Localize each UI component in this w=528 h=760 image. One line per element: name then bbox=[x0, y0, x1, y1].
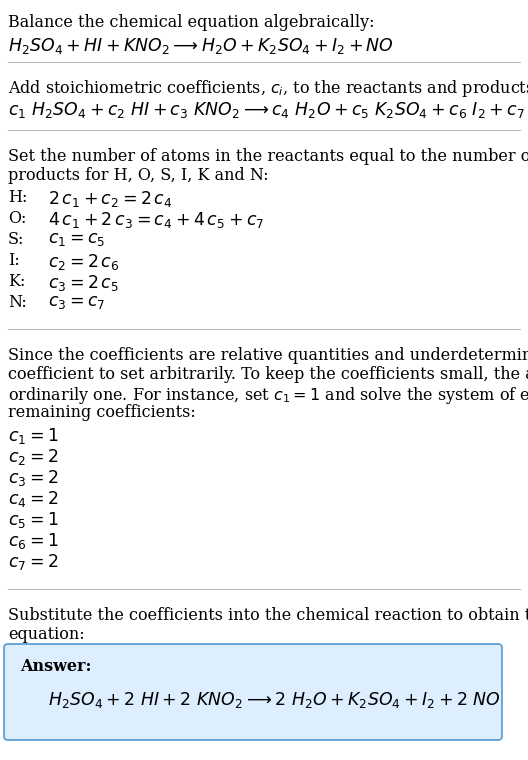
Text: S:: S: bbox=[8, 231, 24, 248]
Text: $c_1 = c_5$: $c_1 = c_5$ bbox=[48, 231, 105, 248]
Text: $c_1 = 1$: $c_1 = 1$ bbox=[8, 426, 59, 446]
Text: equation:: equation: bbox=[8, 626, 84, 643]
Text: $c_5 = 1$: $c_5 = 1$ bbox=[8, 510, 59, 530]
Text: $c_3 = 2$: $c_3 = 2$ bbox=[8, 468, 59, 488]
Text: Balance the chemical equation algebraically:: Balance the chemical equation algebraica… bbox=[8, 14, 374, 31]
Text: $c_3 = 2\,c_5$: $c_3 = 2\,c_5$ bbox=[48, 273, 119, 293]
Text: H:: H: bbox=[8, 189, 27, 206]
Text: products for H, O, S, I, K and N:: products for H, O, S, I, K and N: bbox=[8, 167, 269, 184]
Text: ordinarily one. For instance, set $c_1 = 1$ and solve the system of equations fo: ordinarily one. For instance, set $c_1 =… bbox=[8, 385, 528, 406]
Text: O:: O: bbox=[8, 210, 26, 227]
Text: Set the number of atoms in the reactants equal to the number of atoms in the: Set the number of atoms in the reactants… bbox=[8, 148, 528, 165]
Text: $c_4 = 2$: $c_4 = 2$ bbox=[8, 489, 59, 509]
Text: $c_6 = 1$: $c_6 = 1$ bbox=[8, 531, 59, 551]
Text: $H_2SO_4 + HI + KNO_2 \longrightarrow H_2O + K_2SO_4 + I_2 + NO$: $H_2SO_4 + HI + KNO_2 \longrightarrow H_… bbox=[8, 36, 394, 56]
Text: $c_1\ H_2SO_4 + c_2\ HI + c_3\ KNO_2 \longrightarrow c_4\ H_2O + c_5\ K_2SO_4 + : $c_1\ H_2SO_4 + c_2\ HI + c_3\ KNO_2 \lo… bbox=[8, 100, 528, 120]
Text: $c_2 = 2\,c_6$: $c_2 = 2\,c_6$ bbox=[48, 252, 119, 272]
Text: $4\,c_1 + 2\,c_3 = c_4 + 4\,c_5 + c_7$: $4\,c_1 + 2\,c_3 = c_4 + 4\,c_5 + c_7$ bbox=[48, 210, 265, 230]
Text: Since the coefficients are relative quantities and underdetermined, choose a: Since the coefficients are relative quan… bbox=[8, 347, 528, 364]
Text: $c_7 = 2$: $c_7 = 2$ bbox=[8, 552, 59, 572]
Text: N:: N: bbox=[8, 294, 27, 311]
Text: Answer:: Answer: bbox=[20, 658, 91, 675]
Text: K:: K: bbox=[8, 273, 25, 290]
Text: $c_2 = 2$: $c_2 = 2$ bbox=[8, 447, 59, 467]
Text: Substitute the coefficients into the chemical reaction to obtain the balanced: Substitute the coefficients into the che… bbox=[8, 607, 528, 624]
Text: $c_3 = c_7$: $c_3 = c_7$ bbox=[48, 294, 105, 311]
Text: $H_2SO_4 + 2\ HI + 2\ KNO_2 \longrightarrow 2\ H_2O + K_2SO_4 + I_2 + 2\ NO$: $H_2SO_4 + 2\ HI + 2\ KNO_2 \longrightar… bbox=[48, 690, 501, 710]
Text: I:: I: bbox=[8, 252, 20, 269]
Text: Add stoichiometric coefficients, $c_i$, to the reactants and products:: Add stoichiometric coefficients, $c_i$, … bbox=[8, 78, 528, 99]
Text: coefficient to set arbitrarily. To keep the coefficients small, the arbitrary va: coefficient to set arbitrarily. To keep … bbox=[8, 366, 528, 383]
Text: remaining coefficients:: remaining coefficients: bbox=[8, 404, 196, 421]
FancyBboxPatch shape bbox=[4, 644, 502, 740]
Text: $2\,c_1 + c_2 = 2\,c_4$: $2\,c_1 + c_2 = 2\,c_4$ bbox=[48, 189, 173, 209]
